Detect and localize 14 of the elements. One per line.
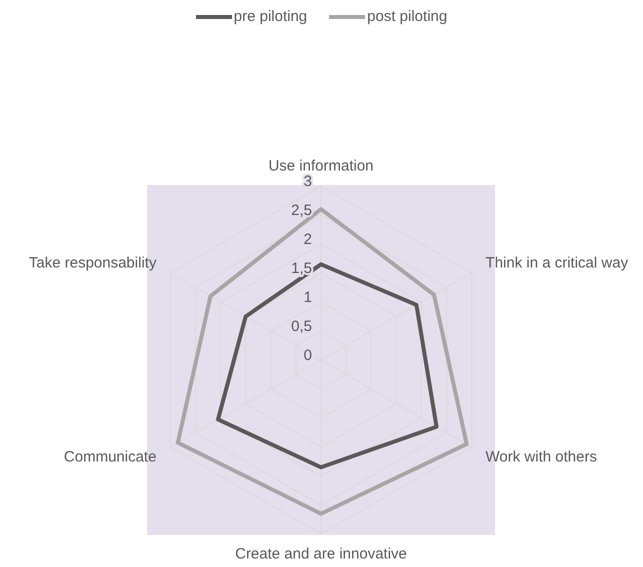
spoke-label: Create and are innovative <box>235 546 407 562</box>
y-tick-label: 0 <box>304 347 312 364</box>
spoke-label: Take responsability <box>28 254 157 272</box>
legend-label: pre piloting <box>234 8 308 25</box>
spoke-label: Work with others <box>486 448 597 466</box>
spoke-label: Use information <box>268 158 374 174</box>
y-tick-label: 1 <box>304 289 312 306</box>
spoke-label: Think in a critical way <box>486 254 629 272</box>
spoke-label: Communicate <box>64 448 156 466</box>
y-tick-label: 2 <box>304 231 312 248</box>
y-tick-label: 2,5 <box>291 202 312 219</box>
y-tick-label: 3 <box>304 173 312 190</box>
legend-label: post piloting <box>367 8 448 25</box>
y-tick-label: 0,5 <box>291 318 312 335</box>
